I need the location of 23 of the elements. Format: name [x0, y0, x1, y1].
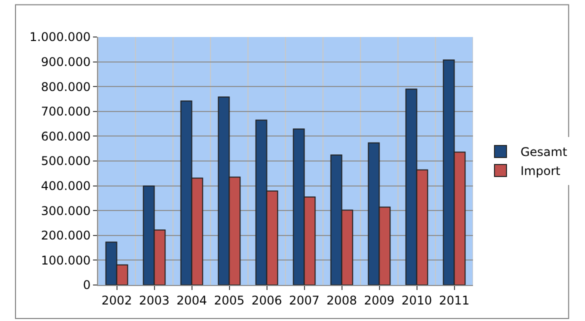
x-tick-label: 2010: [401, 293, 432, 308]
legend-label: Import: [520, 164, 561, 178]
x-tick-label: 2007: [288, 293, 320, 308]
y-tick-label: 800.000: [40, 80, 91, 94]
y-tick-label: 700.000: [40, 104, 91, 119]
x-tick-label: 2011: [438, 293, 470, 308]
y-tick-label: 600.000: [40, 129, 91, 144]
x-tick-label: 2006: [251, 293, 282, 308]
y-tick-label: 1.000.000: [30, 30, 91, 44]
x-tick-label: 2008: [326, 293, 358, 308]
y-tick-label: 900.000: [40, 55, 91, 69]
x-tick-label: 2003: [138, 293, 170, 308]
legend-label: Gesamt: [520, 145, 568, 160]
y-tick-label: 500.000: [40, 154, 91, 168]
y-tick-label: 100.000: [40, 253, 91, 268]
x-tick-label: 2005: [214, 293, 245, 308]
x-tick-label: 2004: [176, 293, 208, 308]
y-tick-label: 0: [82, 278, 91, 292]
y-tick-label: 300.000: [40, 204, 91, 218]
y-tick-label: 200.000: [40, 228, 91, 243]
x-tick-label: 2002: [101, 293, 132, 308]
x-tick-label: 2009: [364, 293, 395, 308]
y-tick-label: 400.000: [40, 179, 91, 193]
